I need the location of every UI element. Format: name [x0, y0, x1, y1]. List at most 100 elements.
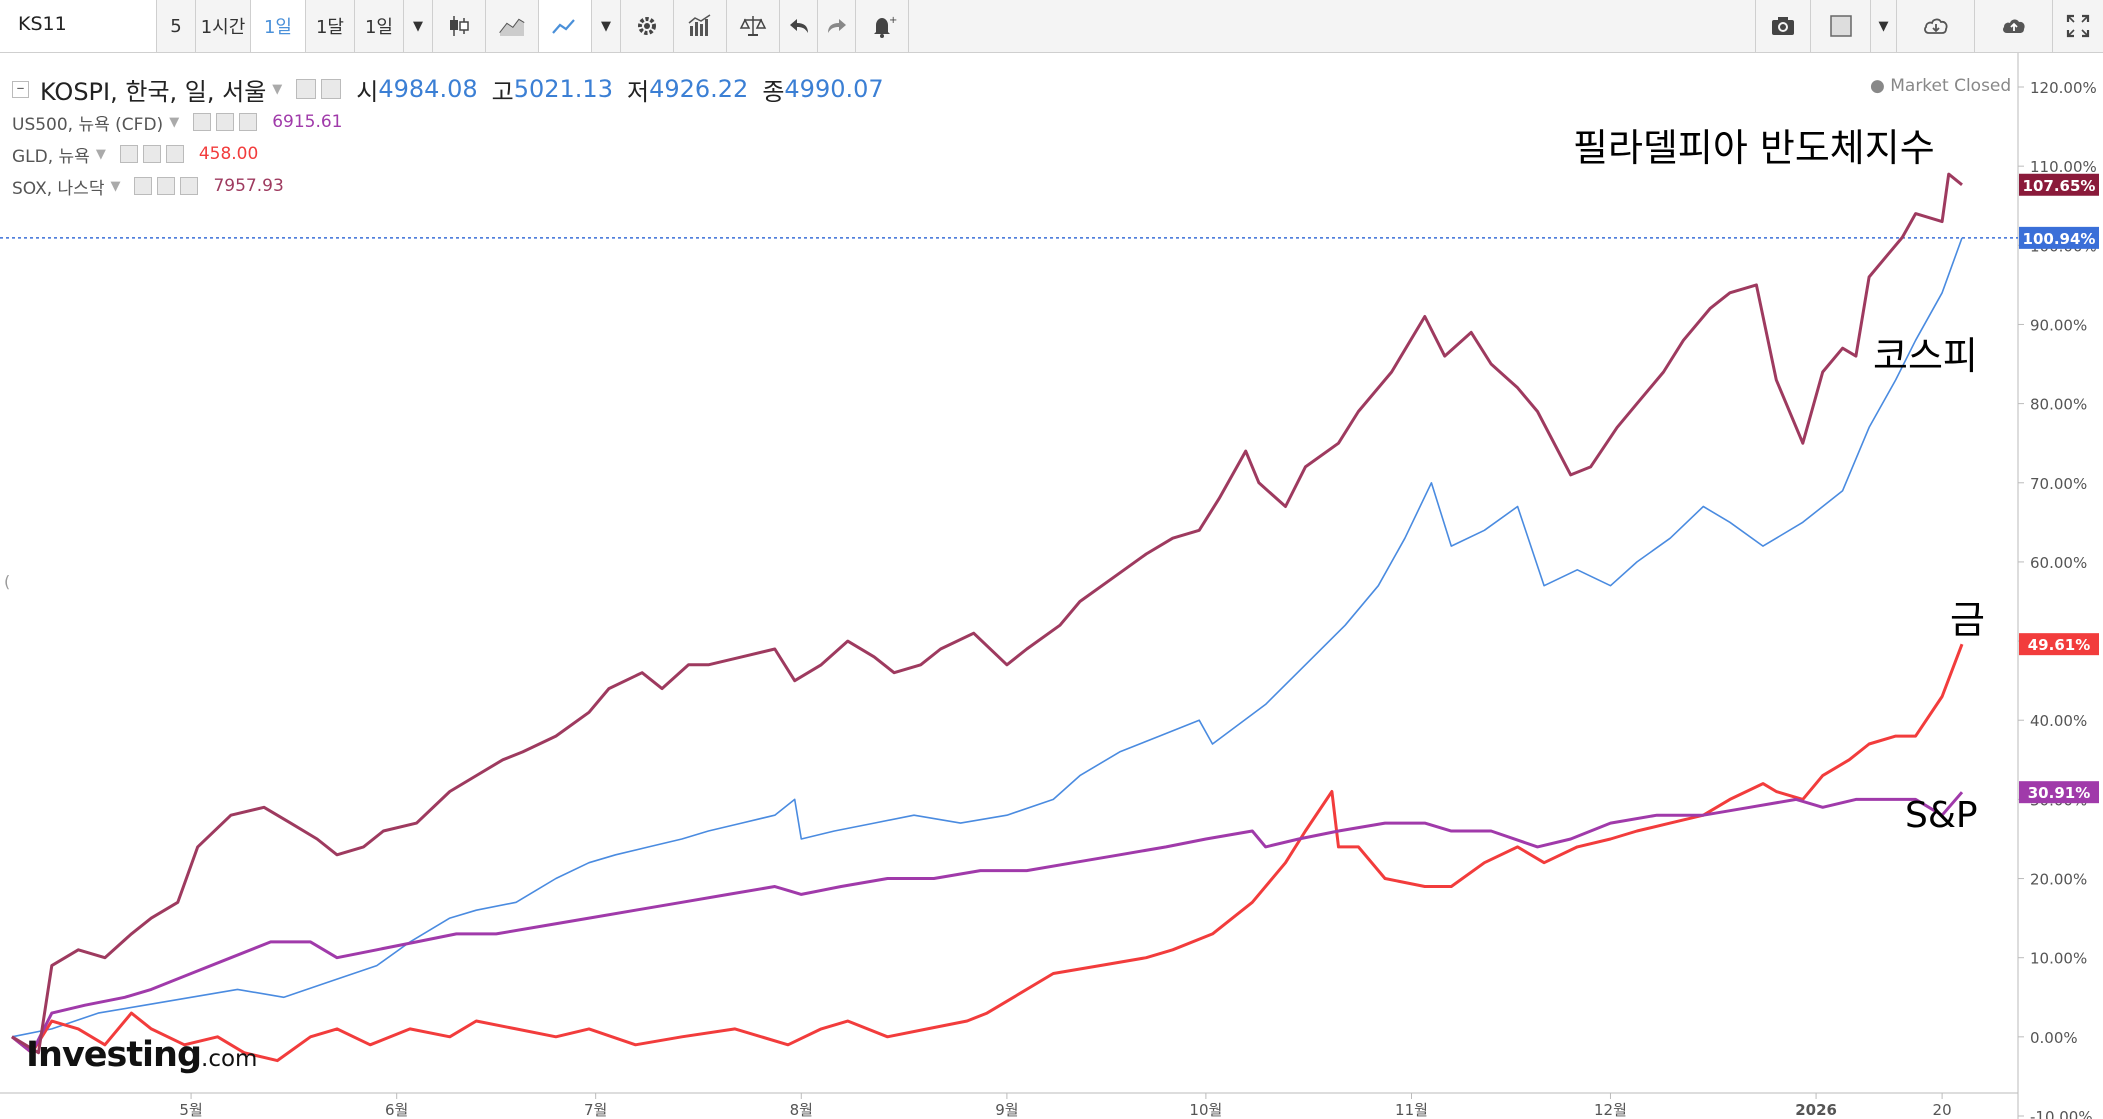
camera-icon — [1772, 17, 1794, 35]
x-tick-label: 20 — [1933, 1101, 1952, 1119]
line-chart-button[interactable] — [539, 0, 592, 52]
chart-type-dropdown[interactable]: ▼ — [592, 0, 621, 52]
interval-1m[interactable]: 1달 — [306, 0, 355, 52]
y-tick-label: 60.00% — [2030, 554, 2087, 572]
download-button[interactable] — [1897, 0, 1975, 52]
alert-button[interactable]: + — [856, 0, 909, 52]
interval-5[interactable]: 5 — [157, 0, 196, 52]
collapse-icon[interactable]: – — [12, 79, 29, 98]
series-lines — [11, 172, 1964, 1063]
legend-us500-value: 6915.61 — [272, 112, 343, 132]
investing-logo[interactable]: Investing.com — [26, 1035, 257, 1075]
caret-down-icon[interactable]: ▼ — [95, 146, 106, 162]
high-value: 5021.13 — [513, 75, 613, 103]
logo-main: Investing — [26, 1035, 202, 1075]
settings-button[interactable] — [621, 0, 674, 52]
y-tick-label: 90.00% — [2030, 316, 2087, 334]
legend-kospi-name: KOSPI, 한국, 일, 서울 — [40, 77, 267, 106]
redo-icon — [827, 19, 846, 33]
eye-icon[interactable] — [119, 145, 138, 163]
legend-row-gld: GLD, 뉴욕 ▼ 458.00 — [12, 138, 884, 170]
badge-us500 — [2019, 781, 2099, 804]
x-tick-label: 6월 — [385, 1101, 408, 1119]
logo-suffix: .com — [201, 1046, 258, 1072]
y-tick-label: 70.00% — [2030, 475, 2087, 493]
toolbar: KS11 5 1시간 1일 1달 1일 ▼ ▼ + — [0, 0, 2103, 53]
resize-handle-icon[interactable]: ( — [4, 572, 10, 591]
series-line-gold[interactable] — [11, 643, 1964, 1063]
gear-icon[interactable] — [321, 79, 342, 99]
symbol-input[interactable]: KS11 — [0, 0, 157, 52]
compare-button[interactable] — [727, 0, 780, 52]
annotation-gold: 금 — [1950, 598, 1985, 642]
series-line-sox[interactable] — [11, 172, 1963, 1055]
gear-icon[interactable] — [157, 177, 176, 195]
y-tick-label: 40.00% — [2030, 712, 2087, 730]
y-tick-label: 80.00% — [2030, 396, 2087, 414]
area-chart-button[interactable] — [486, 0, 539, 52]
indicators-icon — [688, 14, 711, 36]
line-chart-icon — [552, 19, 575, 34]
series-line-us500[interactable] — [11, 791, 1964, 1055]
badge-label-sox: 107.65% — [2023, 177, 2096, 195]
gear-icon[interactable] — [142, 145, 161, 163]
gear-icon[interactable] — [216, 113, 235, 131]
close-icon[interactable] — [239, 113, 258, 131]
close-value: 4990.07 — [784, 75, 884, 103]
svg-text:+: + — [889, 15, 897, 26]
cloud-download-icon — [1923, 18, 1948, 34]
eye-icon[interactable] — [134, 177, 153, 195]
legend: – KOSPI, 한국, 일, 서울 ▼ 시 4984.08 고 5021.13… — [12, 72, 884, 202]
color-dropdown[interactable]: ▼ — [1871, 0, 1897, 52]
y-tick-label: 20.00% — [2030, 871, 2087, 889]
interval-dropdown[interactable]: ▼ — [404, 0, 433, 52]
caret-down-icon[interactable]: ▼ — [169, 114, 180, 130]
upload-button[interactable] — [1975, 0, 2053, 52]
eye-icon[interactable] — [193, 113, 212, 131]
close-icon[interactable] — [165, 145, 184, 163]
interval-1d-alt[interactable]: 1일 — [355, 0, 404, 52]
open-label: 시 — [356, 77, 379, 106]
redo-button[interactable] — [818, 0, 856, 52]
candlestick-button[interactable] — [433, 0, 486, 52]
legend-row-kospi: – KOSPI, 한국, 일, 서울 ▼ 시 4984.08 고 5021.13… — [12, 72, 884, 106]
legend-us500-name: US500, 뉴욕 (CFD) — [12, 114, 164, 135]
badge-sox — [2019, 173, 2099, 196]
undo-button[interactable] — [780, 0, 818, 52]
chart-canvas[interactable]: 120.00%110.00%100.00%90.00%80.00%70.00%6… — [0, 53, 2103, 1119]
close-icon[interactable] — [180, 177, 199, 195]
y-tick-label: 110.00% — [2030, 158, 2097, 176]
open-value: 4984.08 — [378, 75, 478, 103]
fullscreen-button[interactable] — [2053, 0, 2103, 52]
x-tick-label: 7월 — [584, 1101, 607, 1119]
interval-1h[interactable]: 1시간 — [196, 0, 251, 52]
annotation-kospi: 코스피 — [1873, 334, 1978, 378]
color-button[interactable] — [1811, 0, 1871, 52]
eye-icon[interactable] — [296, 79, 317, 99]
x-tick-label: 5월 — [179, 1101, 202, 1119]
x-tick-label: 12월 — [1594, 1101, 1627, 1119]
series-line-kospi[interactable] — [11, 237, 1963, 1038]
color-swatch-icon — [1829, 15, 1852, 37]
legend-sox-name: SOX, 나스닥 — [12, 178, 105, 199]
screenshot-button[interactable] — [1755, 0, 1811, 52]
x-tick-label: 9월 — [995, 1101, 1018, 1119]
caret-down-icon[interactable]: ▼ — [272, 81, 283, 97]
settings-icon — [638, 17, 656, 35]
candlestick-icon — [450, 16, 469, 36]
legend-sox-value: 7957.93 — [213, 176, 284, 196]
interval-1d[interactable]: 1일 — [251, 0, 306, 52]
caret-down-icon[interactable]: ▼ — [110, 178, 121, 194]
caret-down-icon: ▼ — [1878, 18, 1889, 34]
legend-row-us500: US500, 뉴욕 (CFD) ▼ 6915.61 — [12, 106, 884, 138]
indicators-button[interactable] — [674, 0, 727, 52]
low-value: 4926.22 — [649, 75, 749, 103]
caret-down-icon: ▼ — [413, 18, 423, 34]
compare-icon — [739, 16, 767, 36]
annotation-sp: S&P — [1905, 795, 1978, 836]
x-tick-label: 11월 — [1395, 1101, 1428, 1119]
market-status: ● Market Closed — [1870, 76, 2012, 96]
high-label: 고 — [491, 77, 514, 106]
x-tick-label: 10월 — [1189, 1101, 1222, 1119]
